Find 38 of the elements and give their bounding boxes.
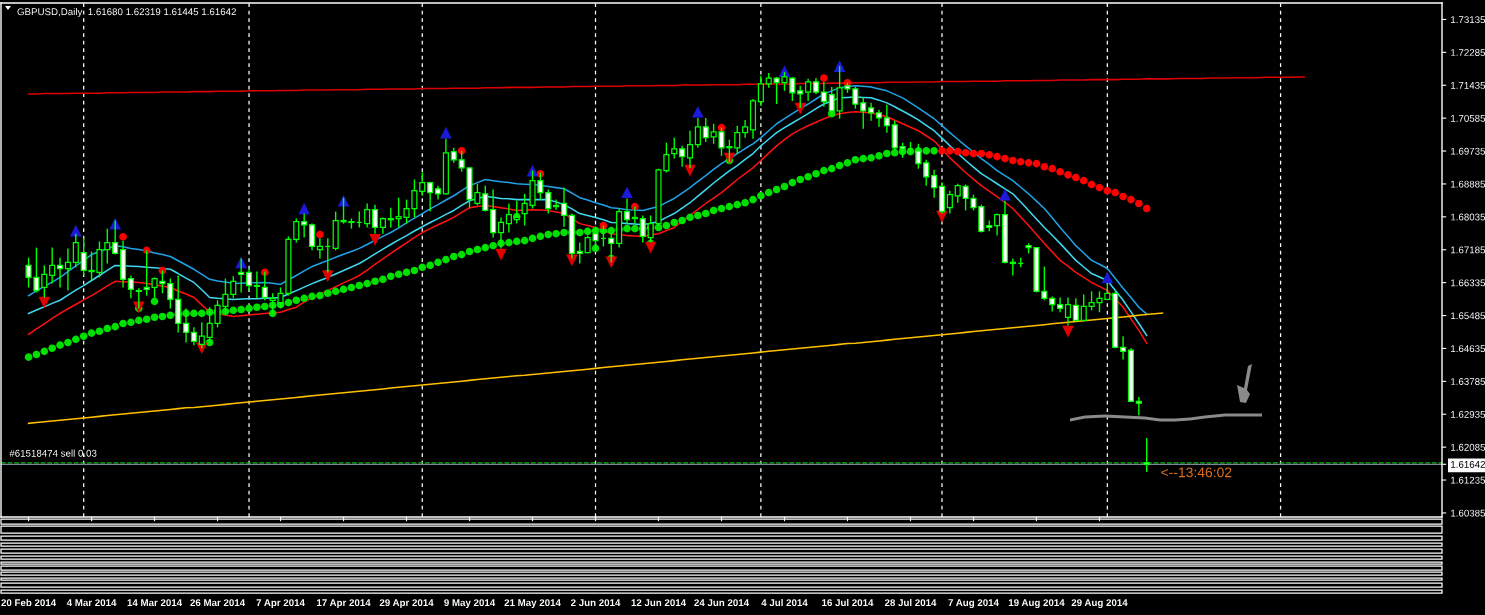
y-tick-label: 1.69735 (1451, 147, 1485, 155)
x-tick-label: 24 Jun 2014 (694, 599, 750, 607)
x-tick-label: 29 Apr 2014 (379, 599, 434, 609)
y-tick-label: 1.65485 (1451, 312, 1485, 320)
annotation: <--13:46:02 (1161, 467, 1232, 478)
x-tick-label: 7 Apr 2014 (256, 599, 305, 609)
y-tick-label: 1.72285 (1451, 49, 1485, 56)
chart-title: GBPUSD,Daily 1.61680 1.62319 1.61445 1.61642 (17, 8, 236, 18)
x-tick-label: 20 Feb 2014 (1, 598, 57, 607)
y-tick-label: 1.71435 (1451, 81, 1485, 89)
ref-line-label: #61518474 sell 0.03 (9, 449, 97, 457)
x-tick-label: 19 Aug 2014 (1008, 599, 1065, 609)
x-tick-label: 16 Jul 2014 (822, 598, 874, 607)
y-tick-label: 1.61642 (1451, 461, 1485, 468)
x-tick-label: 7 Aug 2014 (948, 599, 999, 609)
y-tick-label: 1.62085 (1451, 443, 1485, 451)
y-tick-label: 1.64635 (1451, 345, 1485, 353)
x-tick-label: 4 Mar 2014 (66, 599, 117, 607)
x-tick-label: 4 Jul 2014 (761, 598, 808, 607)
x-tick-label: 12 Jun 2014 (631, 599, 687, 607)
y-tick-label: 1.70585 (1451, 114, 1485, 122)
x-tick-label: 21 May 2014 (504, 599, 561, 609)
y-tick-label: 1.67185 (1451, 246, 1485, 254)
y-tick-label: 1.66335 (1451, 279, 1485, 287)
y-tick-label: 1.63785 (1451, 378, 1485, 385)
y-tick-label: 1.68035 (1451, 213, 1485, 221)
y-tick-label: 1.62935 (1451, 410, 1485, 418)
x-tick-label: 2 Jun 2014 (570, 599, 621, 607)
x-tick-label: 26 Mar 2014 (190, 599, 246, 607)
x-tick-label: 9 May 2014 (444, 599, 496, 609)
x-tick-label: 17 Apr 2014 (317, 599, 371, 609)
y-tick-label: 1.60385 (1451, 509, 1485, 517)
x-tick-label: 14 Mar 2014 (127, 599, 183, 607)
y-tick-label: 1.68885 (1451, 180, 1485, 188)
x-tick-label: 28 Jul 2014 (884, 598, 937, 607)
y-tick-label: 1.73135 (1451, 16, 1485, 24)
y-tick-label: 1.61235 (1451, 476, 1485, 484)
x-tick-label: 29 Aug 2014 (1071, 599, 1128, 609)
